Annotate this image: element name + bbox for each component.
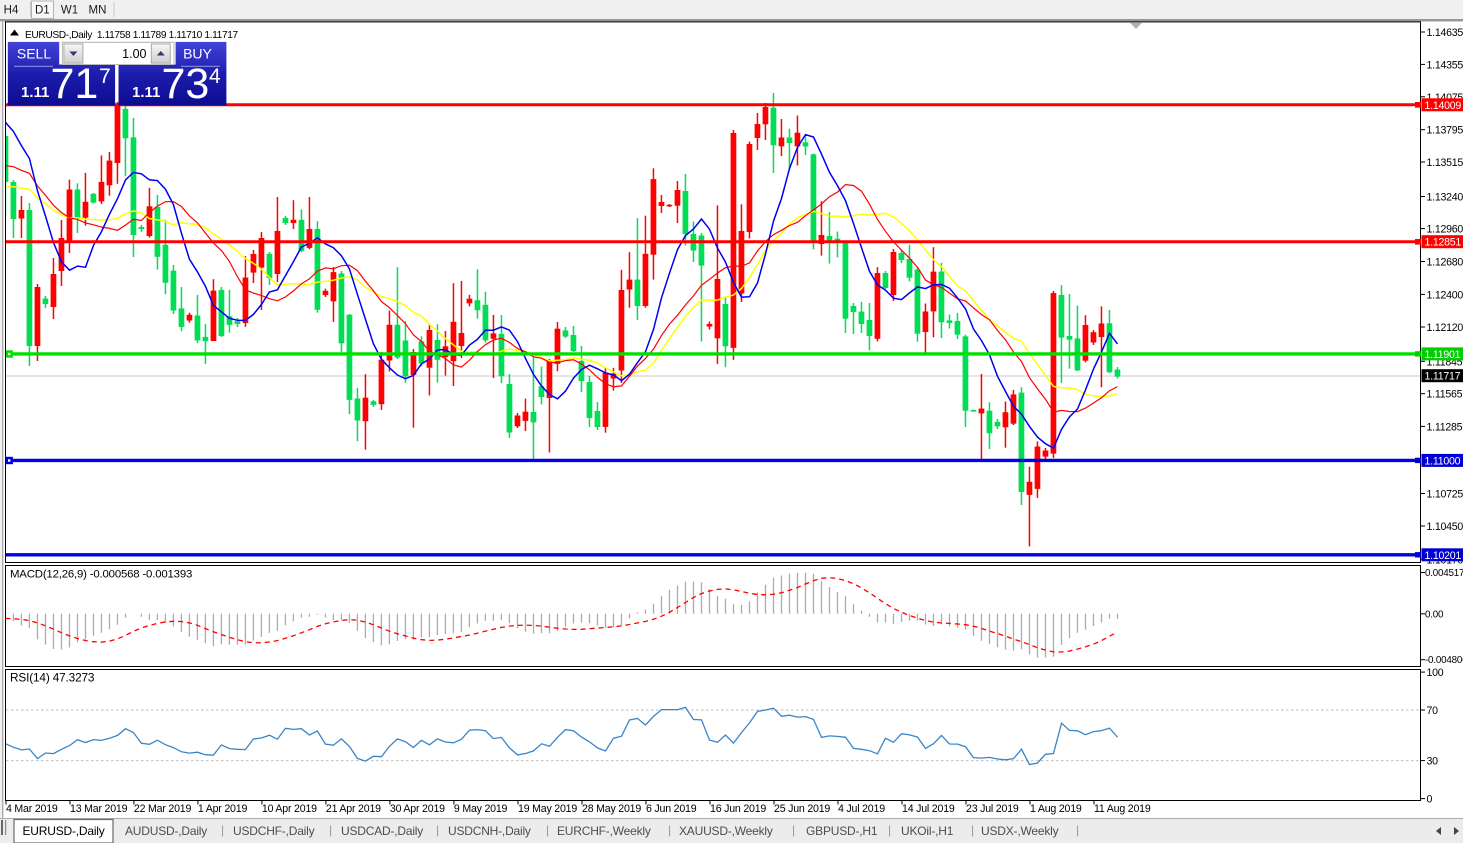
svg-text:10 Apr 2019: 10 Apr 2019 <box>262 803 317 815</box>
svg-text:23 Jul 2019: 23 Jul 2019 <box>966 803 1019 815</box>
svg-text:|: | <box>668 823 671 837</box>
svg-text:GBPUSD-,H1: GBPUSD-,H1 <box>806 824 878 838</box>
svg-text:30: 30 <box>1427 756 1439 768</box>
svg-text:USDCNH-,Daily: USDCNH-,Daily <box>448 824 531 838</box>
svg-text:AUDUSD-,Daily: AUDUSD-,Daily <box>125 824 207 838</box>
svg-text:70: 70 <box>1427 705 1439 717</box>
svg-text:6 Jun 2019: 6 Jun 2019 <box>646 803 697 815</box>
svg-text:13 Mar 2019: 13 Mar 2019 <box>70 803 128 815</box>
svg-text:1.11285: 1.11285 <box>1427 421 1463 433</box>
svg-text:16 Jun 2019: 16 Jun 2019 <box>710 803 766 815</box>
svg-text:14 Jul 2019: 14 Jul 2019 <box>902 803 955 815</box>
svg-text:W1: W1 <box>61 5 78 17</box>
svg-text:1.12680: 1.12680 <box>1427 257 1463 269</box>
svg-text:RSI(14) 47.3273: RSI(14) 47.3273 <box>10 671 95 685</box>
svg-text:BUY: BUY <box>183 46 212 62</box>
svg-text:73: 73 <box>162 60 210 108</box>
svg-text:|: | <box>546 823 549 837</box>
svg-text:1 Aug 2019: 1 Aug 2019 <box>1030 803 1082 815</box>
svg-text:|: | <box>792 823 795 837</box>
svg-text:-0.004806: -0.004806 <box>1425 655 1463 666</box>
svg-text:1.13515: 1.13515 <box>1427 157 1463 169</box>
svg-text:|: | <box>1076 823 1079 837</box>
svg-text:1.12400: 1.12400 <box>1427 289 1463 301</box>
svg-text:1.11901: 1.11901 <box>1425 349 1461 361</box>
svg-text:1 Apr 2019: 1 Apr 2019 <box>198 803 248 815</box>
svg-text:1.10201: 1.10201 <box>1425 550 1462 562</box>
svg-text:1.14635: 1.14635 <box>1427 27 1463 39</box>
svg-text:4 Mar 2019: 4 Mar 2019 <box>6 803 58 815</box>
svg-text:|: | <box>971 823 974 837</box>
svg-text:1.11: 1.11 <box>132 84 160 101</box>
svg-text:1.12960: 1.12960 <box>1427 224 1463 236</box>
svg-text:H4: H4 <box>4 5 19 17</box>
svg-text:19 May 2019: 19 May 2019 <box>518 803 577 815</box>
svg-text:EURCHF-,Weekly: EURCHF-,Weekly <box>557 824 651 838</box>
svg-text:1.00: 1.00 <box>122 47 146 61</box>
svg-text:MACD(12,26,9) -0.000568 -0.001: MACD(12,26,9) -0.000568 -0.001393 <box>10 569 192 581</box>
svg-text:1.12120: 1.12120 <box>1427 322 1463 334</box>
svg-text:25 Jun 2019: 25 Jun 2019 <box>774 803 830 815</box>
svg-text:1.11565: 1.11565 <box>1427 389 1463 401</box>
svg-text:0.00: 0.00 <box>1425 609 1444 620</box>
svg-text:9 May 2019: 9 May 2019 <box>454 803 508 815</box>
svg-text:1.14355: 1.14355 <box>1427 59 1463 71</box>
svg-text:71: 71 <box>51 60 99 108</box>
svg-text:USDX-,Weekly: USDX-,Weekly <box>981 824 1059 838</box>
svg-text:SELL: SELL <box>17 46 51 62</box>
svg-text:|: | <box>436 823 439 837</box>
svg-text:22 Mar 2019: 22 Mar 2019 <box>134 803 192 815</box>
svg-text:|: | <box>221 823 224 837</box>
svg-text:1.13240: 1.13240 <box>1427 192 1463 204</box>
svg-text:1.10725: 1.10725 <box>1427 489 1463 501</box>
svg-text:|: | <box>329 823 332 837</box>
svg-text:1.14009: 1.14009 <box>1425 100 1462 112</box>
svg-text:USDCHF-,Daily: USDCHF-,Daily <box>233 824 315 838</box>
svg-text:30 Apr 2019: 30 Apr 2019 <box>390 803 445 815</box>
svg-text:11 Aug 2019: 11 Aug 2019 <box>1094 803 1151 815</box>
svg-text:EURUSD-,Daily: EURUSD-,Daily <box>23 824 105 838</box>
svg-text:UKOil-,H1: UKOil-,H1 <box>901 824 954 838</box>
svg-text:0.004517: 0.004517 <box>1425 568 1463 579</box>
svg-text:1.11000: 1.11000 <box>1425 455 1461 467</box>
svg-text:1.10450: 1.10450 <box>1427 521 1463 533</box>
svg-text:USDCAD-,Daily: USDCAD-,Daily <box>341 824 423 838</box>
svg-text:7: 7 <box>99 65 111 88</box>
svg-text:28 May 2019: 28 May 2019 <box>582 803 641 815</box>
svg-text:1.11: 1.11 <box>21 84 49 101</box>
svg-text:4: 4 <box>209 65 221 88</box>
svg-text:1.12851: 1.12851 <box>1425 237 1462 249</box>
svg-text:|: | <box>888 823 891 837</box>
svg-text:1.11717: 1.11717 <box>1425 371 1461 383</box>
svg-text:21 Apr 2019: 21 Apr 2019 <box>326 803 381 815</box>
svg-text:0: 0 <box>1427 794 1433 806</box>
svg-text:EURUSD-,Daily 1.11758 1.11789: EURUSD-,Daily 1.11758 1.11789 1.11710 1.… <box>25 30 239 41</box>
svg-text:100: 100 <box>1427 667 1444 679</box>
svg-text:XAUUSD-,Weekly: XAUUSD-,Weekly <box>679 824 773 838</box>
svg-text:1.13795: 1.13795 <box>1427 125 1463 137</box>
svg-text:4 Jul 2019: 4 Jul 2019 <box>838 803 885 815</box>
svg-text:D1: D1 <box>35 5 50 17</box>
svg-text:MN: MN <box>89 5 107 17</box>
